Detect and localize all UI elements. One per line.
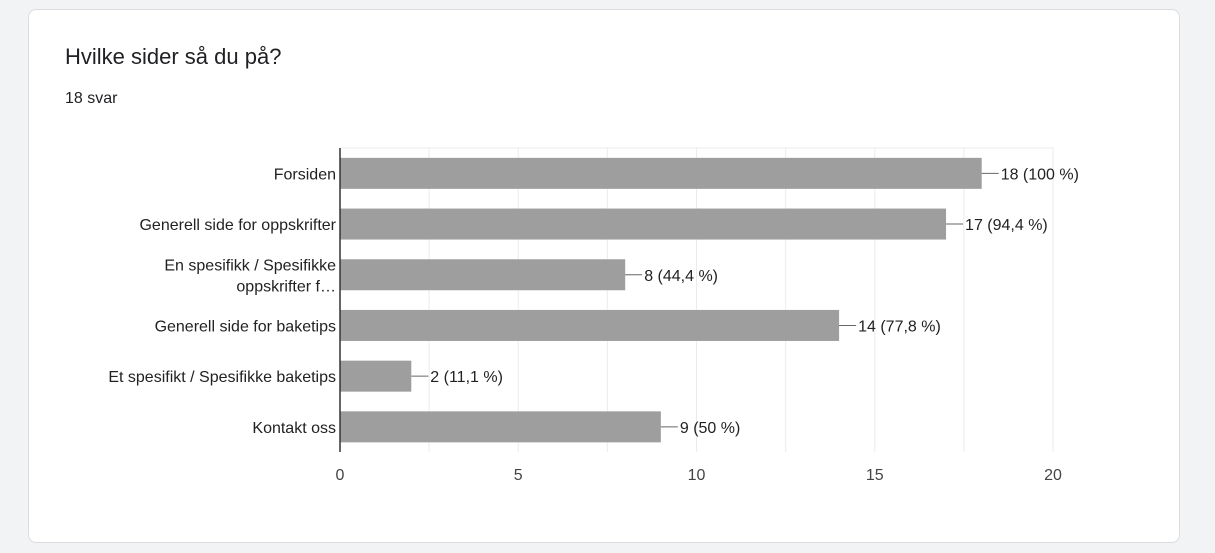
bar[interactable] xyxy=(340,208,947,240)
x-tick-label: 10 xyxy=(688,467,706,484)
response-count: 18 svar xyxy=(65,90,118,107)
data-label: 14 (77,8 %) xyxy=(858,318,941,335)
question-title: Hvilke sider så du på? xyxy=(65,44,282,69)
data-label: 9 (50 %) xyxy=(680,420,740,437)
category-label: Generell side for baketips xyxy=(155,318,336,335)
data-label: 8 (44,4 %) xyxy=(644,268,718,285)
x-tick-label: 5 xyxy=(514,467,523,484)
category-label: Forsiden xyxy=(274,166,336,183)
labels: 18 (100 %) Forsiden 17 (94,4 %) Generell si… xyxy=(108,166,1079,484)
bar[interactable] xyxy=(340,157,982,189)
bar[interactable] xyxy=(340,259,626,291)
x-tick-label: 15 xyxy=(866,467,884,484)
data-label: 18 (100 %) xyxy=(1001,166,1079,183)
grid-lines xyxy=(340,147,1054,452)
bar[interactable] xyxy=(340,411,661,443)
bar[interactable] xyxy=(340,309,840,341)
category-label: Kontakt oss xyxy=(252,420,336,437)
category-label: Et spesifikt / Spesifikke baketips xyxy=(108,369,336,386)
data-label: 17 (94,4 %) xyxy=(965,217,1048,234)
category-label: Generell side for oppskrifter xyxy=(139,217,336,234)
x-tick-label: 0 xyxy=(336,467,345,484)
category-label: En spesifikk / Spesifikke xyxy=(164,257,336,274)
bar[interactable] xyxy=(340,360,412,392)
bars xyxy=(340,157,999,443)
category-label: oppskrifter f… xyxy=(236,278,336,295)
x-tick-label: 20 xyxy=(1044,467,1062,484)
data-label: 2 (11,1 %) xyxy=(430,369,503,386)
